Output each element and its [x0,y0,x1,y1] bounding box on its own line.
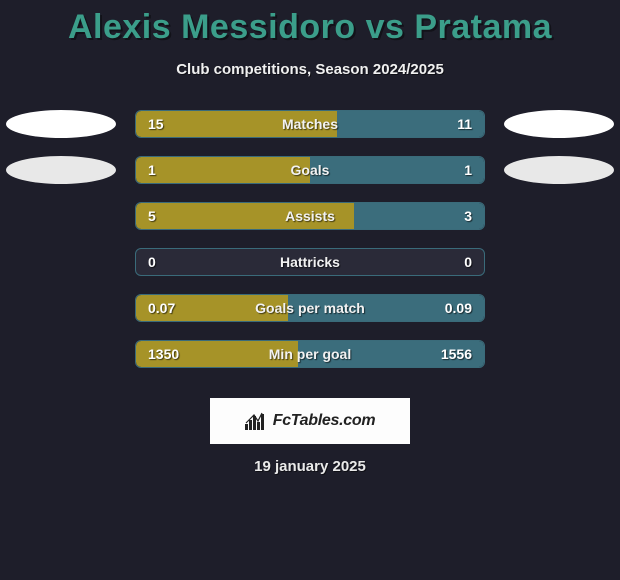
page-title: Alexis Messidoro vs Pratama [0,0,620,47]
stat-row: 0.07 Goals per match 0.09 [0,294,620,340]
team-badge-left [6,156,116,184]
logo-text: FcTables.com [273,412,376,430]
stat-value-right: 3 [464,202,472,230]
team-badge-left [6,110,116,138]
date-label: 19 january 2025 [0,458,620,475]
stat-label: Assists [285,202,335,230]
stat-value-left: 0.07 [148,294,175,322]
stat-row: 15 Matches 11 [0,110,620,156]
stat-value-right: 0.09 [445,294,472,322]
stat-label: Goals per match [255,294,365,322]
stat-value-left: 15 [148,110,164,138]
stat-label: Matches [282,110,338,138]
stat-value-left: 1350 [148,340,179,368]
stat-row: 5 Assists 3 [0,202,620,248]
team-badge-right [504,110,614,138]
stat-value-left: 1 [148,156,156,184]
stat-value-right: 0 [464,248,472,276]
stat-value-right: 1 [464,156,472,184]
stat-value-left: 0 [148,248,156,276]
stat-value-left: 5 [148,202,156,230]
bar-fill-left [136,157,310,183]
stat-label: Min per goal [269,340,351,368]
stat-value-right: 1556 [441,340,472,368]
team-badge-right [504,156,614,184]
site-logo: FcTables.com [210,398,410,444]
stat-label: Goals [291,156,330,184]
stat-rows: 15 Matches 11 1 Goals 1 5 Assists 3 [0,110,620,386]
stat-row: 1350 Min per goal 1556 [0,340,620,386]
stat-row: 1 Goals 1 [0,156,620,202]
comparison-infographic: Alexis Messidoro vs Pratama Club competi… [0,0,620,580]
bars-icon [245,412,267,430]
stat-row: 0 Hattricks 0 [0,248,620,294]
stat-value-right: 11 [457,110,472,138]
stat-label: Hattricks [280,248,340,276]
subtitle: Club competitions, Season 2024/2025 [0,61,620,78]
bar-fill-right [310,157,484,183]
